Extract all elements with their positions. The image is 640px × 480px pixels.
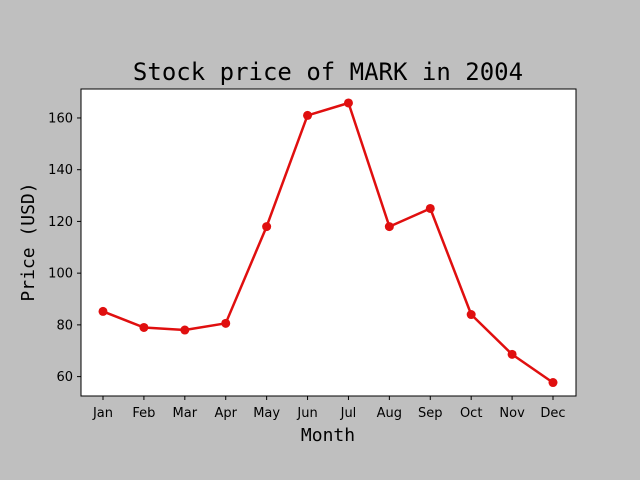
y-tick-label: 80: [56, 318, 73, 333]
plot-area: [80, 88, 577, 397]
series-line-path: [102, 101, 554, 384]
data-point: [425, 203, 435, 213]
y-axis-label: Price (USD): [18, 182, 39, 301]
y-axis: 60 80 100 120 140 160: [48, 111, 81, 385]
data-point: [384, 222, 394, 232]
data-point: [262, 222, 272, 232]
x-tick-label: Dec: [540, 406, 565, 421]
x-tick-label: Aug: [377, 406, 402, 421]
y-tick-label: 160: [48, 111, 73, 126]
x-axis-label: Month: [301, 425, 355, 446]
y-tick-label: 100: [48, 267, 73, 282]
series-line: [98, 98, 558, 388]
y-tick-label: 120: [48, 215, 73, 230]
x-tick-label: Jul: [340, 406, 357, 421]
y-tick-label: 60: [56, 370, 73, 385]
data-point: [303, 110, 313, 120]
data-point: [180, 325, 190, 335]
data-point: [343, 98, 353, 108]
x-tick-label: Feb: [132, 406, 155, 421]
x-tick-label: Oct: [460, 406, 482, 421]
data-point: [98, 306, 108, 316]
x-tick-label: Jan: [92, 406, 113, 421]
data-point: [548, 378, 558, 388]
x-tick-label: Sep: [418, 406, 443, 421]
data-point: [466, 310, 476, 320]
x-tick-label: Mar: [173, 406, 198, 421]
x-axis: Jan Feb Mar Apr May Jun Jul Aug Sep Oct Nov Dec: [92, 396, 566, 421]
data-point: [139, 322, 149, 332]
data-point: [221, 318, 231, 328]
x-tick-label: Apr: [214, 406, 237, 421]
y-tick-label: 140: [48, 163, 73, 178]
x-tick-label: Jun: [296, 406, 317, 421]
chart-title: Stock price of MARK in 2004: [133, 58, 523, 86]
x-tick-label: Nov: [499, 406, 525, 421]
x-tick-label: May: [253, 406, 280, 421]
data-point: [507, 349, 517, 359]
